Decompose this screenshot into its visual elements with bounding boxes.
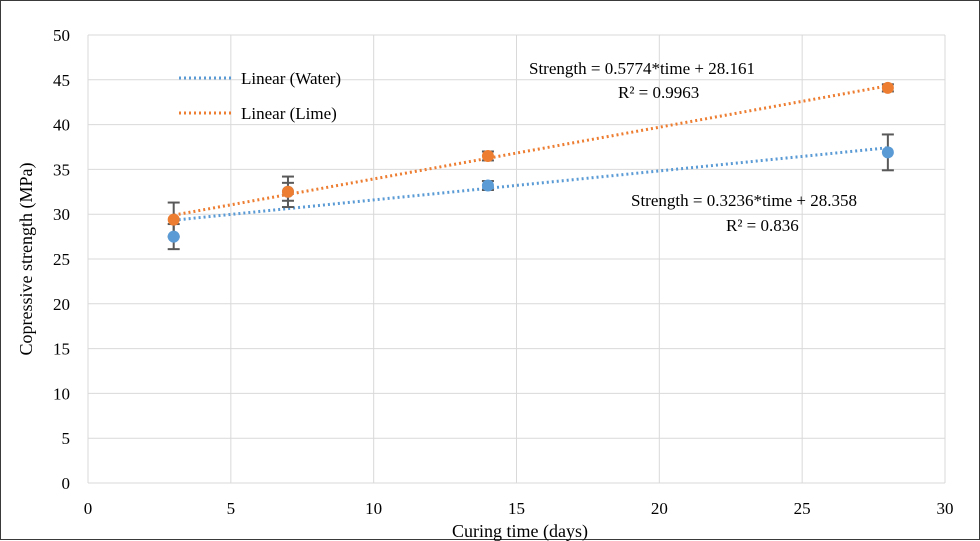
- data-point-lime: [167, 213, 180, 226]
- gridlines: [87, 34, 946, 484]
- y-tick-label: 45: [53, 71, 70, 90]
- y-tick-label: 25: [53, 250, 70, 269]
- data-point-lime: [481, 149, 494, 162]
- y-axis-title: Copressive strength (MPa): [16, 163, 37, 356]
- y-tick-label: 40: [53, 116, 70, 135]
- x-tick-label: 25: [794, 499, 811, 518]
- y-tick-label: 10: [53, 384, 70, 403]
- x-axis-title: Curing time (days): [452, 521, 588, 541]
- tick-labels: 0 5 10 15 20 25 30 35 40 45 50 0 5 10 15 20 25 30: [53, 26, 954, 518]
- y-tick-label: 50: [53, 26, 70, 45]
- water-r-squared: R² = 0.836: [726, 216, 799, 235]
- data-points: [167, 81, 894, 243]
- data-point-water: [881, 146, 894, 159]
- legend-label-water: Linear (Water): [241, 69, 341, 88]
- y-tick-label: 15: [53, 340, 70, 359]
- lime-equation: Strength = 0.5774*time + 28.161: [529, 59, 755, 78]
- y-tick-label: 5: [62, 429, 71, 448]
- x-tick-label: 30: [937, 499, 954, 518]
- y-tick-label: 35: [53, 160, 70, 179]
- water-equation: Strength = 0.3236*time + 28.358: [631, 191, 857, 210]
- legend: Linear (Water) Linear (Lime): [179, 69, 341, 123]
- x-tick-label: 15: [508, 499, 525, 518]
- data-point-lime: [881, 81, 894, 94]
- x-tick-label: 20: [651, 499, 668, 518]
- data-point-water: [167, 230, 180, 243]
- x-tick-label: 10: [365, 499, 382, 518]
- data-point-water: [481, 179, 494, 192]
- x-tick-label: 5: [227, 499, 236, 518]
- y-tick-label: 20: [53, 295, 70, 314]
- y-tick-label: 0: [62, 474, 71, 493]
- x-tick-label: 0: [84, 499, 93, 518]
- data-point-lime: [281, 185, 294, 198]
- legend-label-lime: Linear (Lime): [241, 104, 337, 123]
- lime-r-squared: R² = 0.9963: [618, 83, 699, 102]
- y-tick-label: 30: [53, 205, 70, 224]
